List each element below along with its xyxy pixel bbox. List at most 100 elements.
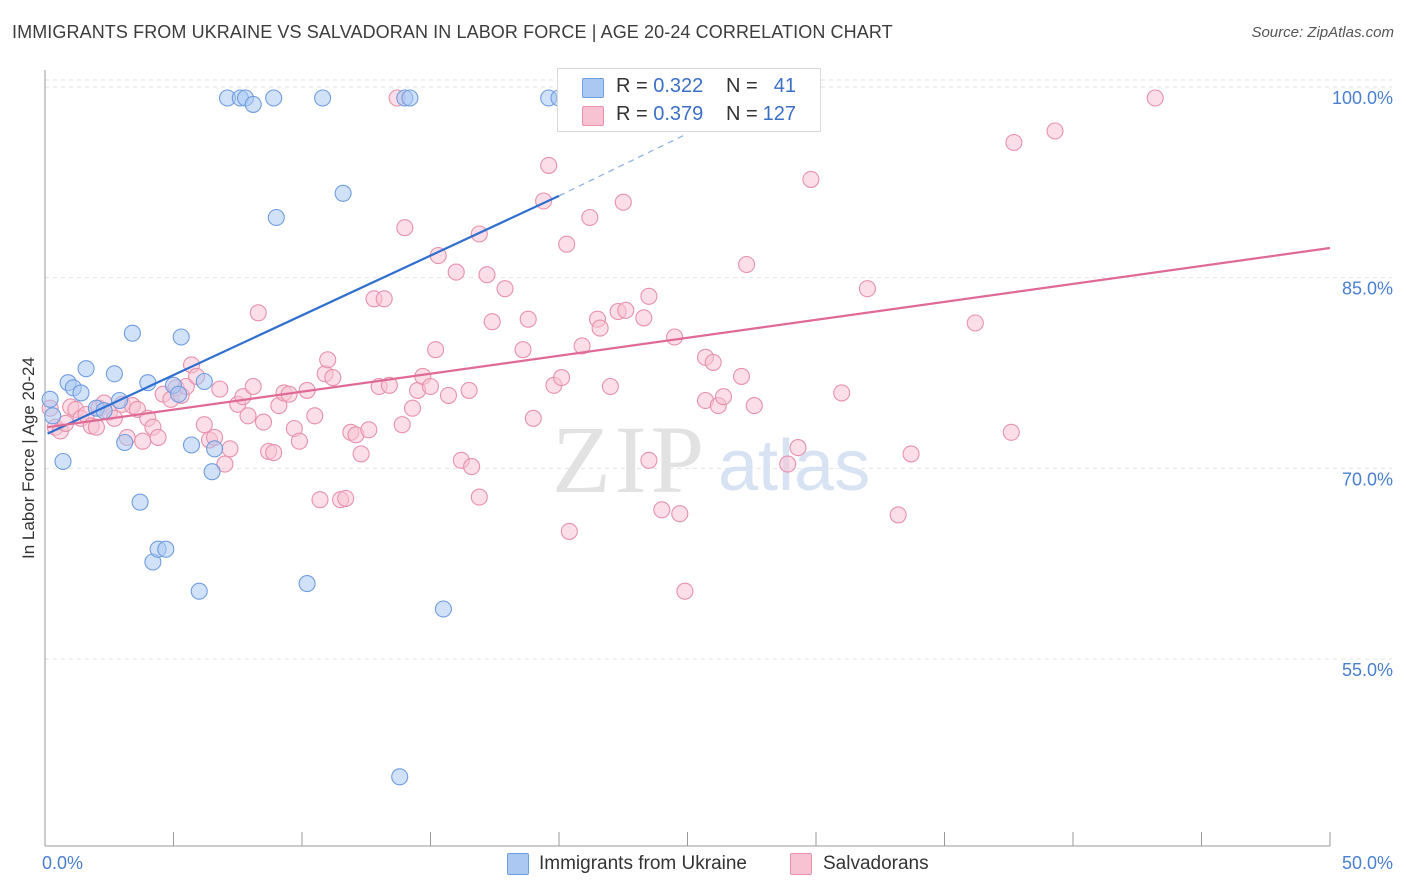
salvadoran-point[interactable] (265, 444, 283, 462)
salvadoran-point[interactable] (460, 381, 478, 399)
salvadoran-point[interactable] (666, 328, 684, 346)
salvadoran-point[interactable] (403, 399, 422, 417)
ukraine-point[interactable] (244, 95, 262, 113)
salvadoran-point[interactable] (745, 397, 763, 415)
ukraine-point[interactable] (131, 493, 149, 511)
ukraine-point[interactable] (182, 436, 201, 454)
ukraine-point[interactable] (314, 89, 332, 107)
salvadoran-point[interactable] (858, 280, 876, 298)
ukraine-point[interactable] (77, 360, 95, 378)
ukraine-point[interactable] (72, 384, 90, 402)
salvadoran-point[interactable] (496, 280, 514, 298)
salvadoran-point[interactable] (306, 407, 324, 425)
salvadoran-point[interactable] (324, 369, 342, 387)
salvadoran-point[interactable] (216, 455, 234, 473)
ukraine-point[interactable] (195, 372, 213, 391)
salvadoran-point[interactable] (1005, 133, 1023, 152)
salvadoran-point[interactable] (319, 351, 337, 369)
salvadoran-point[interactable] (966, 314, 984, 332)
ukraine-point[interactable] (105, 365, 123, 383)
salvadoran-point[interactable] (221, 440, 239, 458)
ukraine-point[interactable] (391, 768, 409, 786)
salvadoran-point[interactable] (833, 384, 851, 402)
salvadoran-point[interactable] (640, 287, 658, 305)
salvadoran-point[interactable] (211, 380, 229, 398)
salvadoran-point[interactable] (540, 156, 558, 174)
salvadoran-point[interactable] (553, 369, 571, 387)
salvadoran-point[interactable] (591, 319, 609, 337)
salvadoran-point[interactable] (902, 445, 920, 463)
salvadoran-point[interactable] (714, 388, 733, 406)
salvadoran-point[interactable] (244, 377, 262, 396)
salvadoran-point[interactable] (463, 458, 481, 476)
salvadoran-point[interactable] (360, 421, 378, 439)
salvadoran-point[interactable] (676, 582, 694, 600)
ukraine-point[interactable] (203, 463, 221, 481)
salvadoran-point[interactable] (470, 488, 488, 506)
ukraine-point[interactable] (334, 184, 352, 202)
salvadoran-point[interactable] (421, 377, 440, 396)
salvadoran-point[interactable] (635, 309, 653, 327)
ukraine-point[interactable] (190, 582, 208, 600)
ukraine-point[interactable] (157, 540, 175, 558)
ukraine-point[interactable] (267, 208, 285, 227)
salvadoran-point[interactable] (249, 304, 267, 322)
ukraine-point[interactable] (139, 374, 157, 392)
ukraine-point[interactable] (265, 89, 283, 107)
salvadoran-point[interactable] (560, 522, 578, 540)
salvadoran-point[interactable] (524, 409, 542, 427)
salvadoran-point[interactable] (704, 353, 722, 371)
ukraine-point[interactable] (298, 575, 316, 593)
salvadoran-point[interactable] (427, 341, 445, 359)
ukraine-point[interactable] (116, 433, 134, 452)
salvadoran-point[interactable] (617, 301, 635, 319)
salvadoran-point[interactable] (134, 432, 152, 450)
salvadoran-point[interactable] (732, 367, 751, 385)
salvadoran-point[interactable] (87, 418, 105, 436)
salvadoran-point[interactable] (519, 310, 537, 328)
salvadoran-point[interactable] (802, 170, 820, 188)
salvadoran-point[interactable] (653, 501, 671, 519)
ukraine-point[interactable] (44, 407, 62, 425)
salvadoran-point[interactable] (614, 193, 632, 211)
salvadoran-point[interactable] (439, 386, 458, 404)
salvadoran-point[interactable] (149, 428, 167, 446)
salvadoran-point[interactable] (393, 416, 411, 434)
salvadoran-point[interactable] (558, 235, 576, 253)
salvadoran-point[interactable] (478, 266, 496, 284)
salvadoran-point[interactable] (239, 407, 257, 425)
salvadoran-point[interactable] (1146, 89, 1164, 107)
salvadoran-point[interactable] (640, 451, 658, 469)
ukraine-point[interactable] (123, 324, 141, 342)
salvadoran-point[interactable] (337, 489, 355, 507)
salvadoran-point[interactable] (447, 263, 465, 281)
salvadoran-point[interactable] (352, 445, 370, 463)
salvadoran-point[interactable] (738, 255, 756, 274)
salvadoran-point[interactable] (1046, 122, 1064, 140)
salvadoran-point[interactable] (380, 376, 398, 394)
salvadoran-point[interactable] (671, 505, 689, 523)
ukraine-point[interactable] (401, 89, 419, 107)
salvadoran-point[interactable] (514, 341, 532, 359)
ukraine-point[interactable] (170, 385, 188, 403)
salvadoran-point[interactable] (195, 416, 213, 434)
ukraine-point[interactable] (172, 328, 190, 346)
salvadoran-point[interactable] (483, 313, 501, 331)
salvadoran-point[interactable] (254, 413, 273, 431)
ukraine-point[interactable] (41, 390, 59, 408)
salvadoran-point[interactable] (789, 439, 807, 457)
salvadoran-point[interactable] (573, 337, 591, 355)
salvadoran-point[interactable] (290, 432, 308, 450)
salvadoran-point[interactable] (1002, 423, 1020, 441)
ukraine-point[interactable] (54, 452, 72, 471)
salvadoran-point[interactable] (311, 491, 329, 509)
salvadoran-point[interactable] (375, 290, 393, 308)
salvadoran-point[interactable] (396, 219, 414, 237)
salvadoran-point[interactable] (779, 455, 797, 473)
source-label: Source: ZipAtlas.com (1251, 24, 1394, 41)
ukraine-point[interactable] (434, 600, 452, 618)
salvadoran-point[interactable] (601, 377, 619, 396)
salvadoran-point[interactable] (581, 208, 599, 227)
salvadoran-point[interactable] (889, 506, 907, 524)
ukraine-point[interactable] (206, 440, 224, 458)
